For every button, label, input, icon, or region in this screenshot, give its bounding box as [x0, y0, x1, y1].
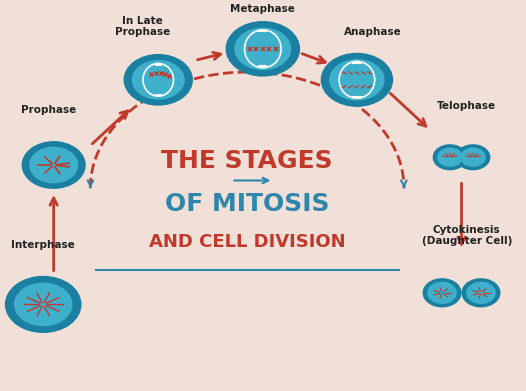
Circle shape	[467, 282, 495, 303]
Text: Interphase: Interphase	[12, 240, 75, 250]
Text: Telophase: Telophase	[437, 101, 497, 111]
Text: Anaphase: Anaphase	[344, 27, 401, 37]
Circle shape	[235, 28, 291, 70]
Circle shape	[330, 60, 384, 100]
Text: AND CELL DIVISION: AND CELL DIVISION	[149, 233, 346, 251]
Text: Metaphase: Metaphase	[230, 4, 295, 14]
Circle shape	[433, 145, 467, 170]
Circle shape	[6, 276, 81, 332]
Circle shape	[226, 22, 299, 76]
Circle shape	[22, 142, 85, 188]
Circle shape	[321, 54, 392, 106]
Circle shape	[15, 283, 72, 326]
Circle shape	[428, 282, 456, 303]
Circle shape	[423, 279, 461, 307]
Circle shape	[133, 61, 184, 99]
Text: Prophase: Prophase	[21, 105, 76, 115]
Text: In Late
Prophase: In Late Prophase	[115, 16, 170, 37]
Text: Cytokinesis
(Daughter Cell): Cytokinesis (Daughter Cell)	[421, 225, 512, 246]
Circle shape	[461, 148, 485, 166]
Circle shape	[30, 147, 77, 183]
Text: THE STAGES: THE STAGES	[161, 149, 333, 173]
Circle shape	[438, 148, 462, 166]
Circle shape	[124, 55, 192, 105]
Text: OF MITOSIS: OF MITOSIS	[165, 192, 329, 216]
Circle shape	[462, 279, 500, 307]
Circle shape	[457, 145, 490, 170]
